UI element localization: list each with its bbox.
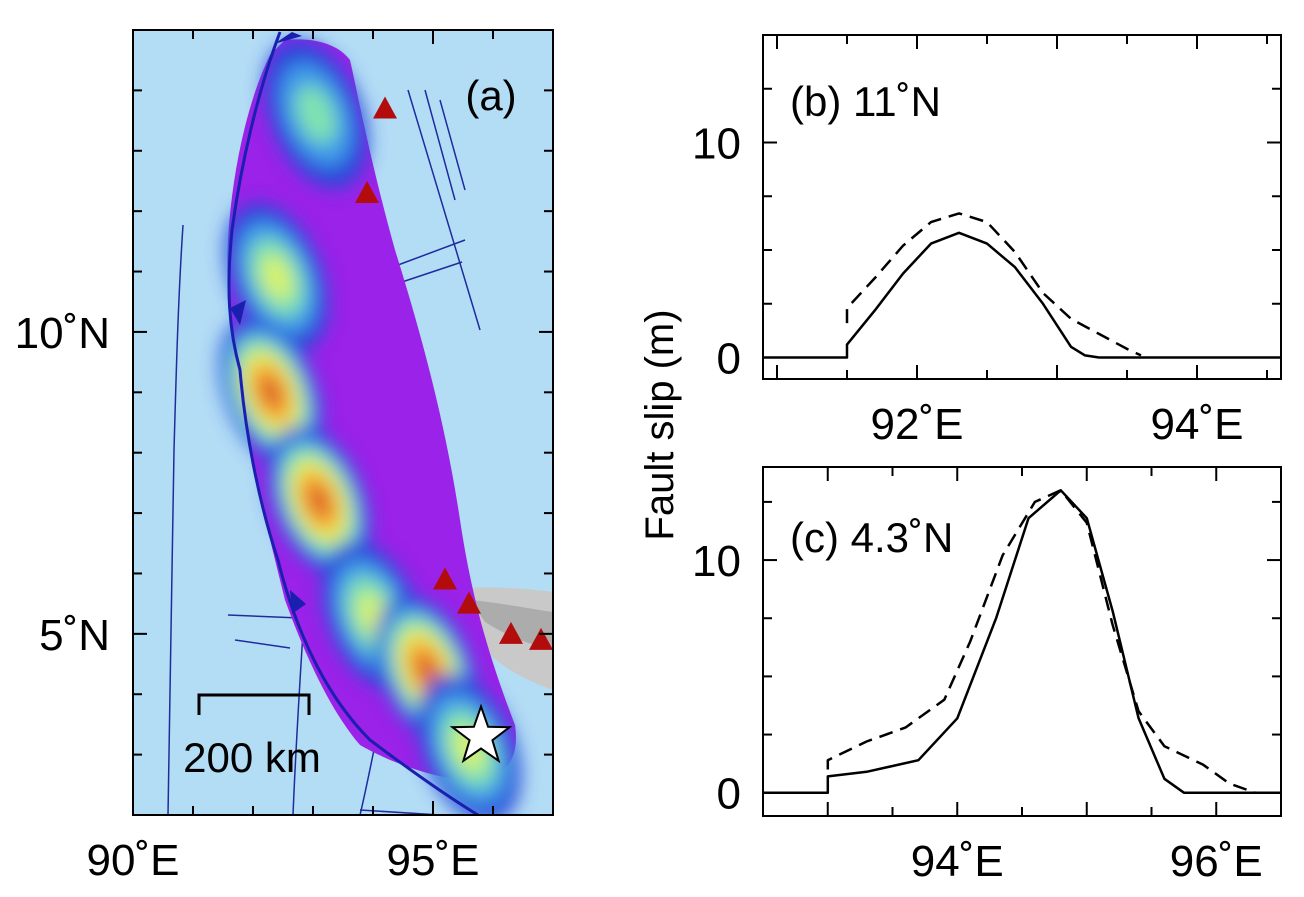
star-icon: [449, 703, 513, 764]
panel-a-ticks: [132, 29, 554, 816]
slip-contour: [417, 656, 437, 684]
y-tick-label: 10˚N: [15, 309, 110, 358]
slip-contour: [309, 487, 329, 515]
slip-contour: [295, 85, 337, 144]
panel-b-chart: (b) 11˚N 92˚E 94˚E 0 10: [692, 34, 1282, 450]
y-tick-label: 0: [717, 335, 741, 384]
station-marker: [499, 621, 523, 644]
fault-line: [401, 261, 463, 283]
trench-marker: [230, 300, 246, 325]
panel-b-tick-labels: 92˚E 94˚E 0 10: [692, 120, 1243, 450]
panel-b-ticks: [763, 34, 1281, 379]
panel-b-series: [763, 212, 1281, 359]
station-marker: [457, 591, 481, 614]
scale-bar: [197, 693, 311, 715]
rupture-area: [227, 39, 516, 782]
panel-b-label: (b) 11˚N: [790, 78, 941, 125]
station-marker: [355, 181, 379, 204]
trench-line: [227, 31, 479, 815]
dashed-slip-line: [826, 489, 1256, 794]
slip-patches: [219, 40, 521, 815]
solid-slip-line: [763, 489, 1281, 794]
station-marker: [433, 567, 457, 590]
y-tick-label: 10: [692, 537, 741, 586]
panel-a-label: (a): [465, 72, 516, 119]
fault-line: [234, 639, 291, 649]
slip-contour: [261, 379, 281, 406]
panel-a-map: 200 km (a) 90˚E 95˚E 5˚N 10˚N: [15, 29, 554, 885]
x-tick-label: 94˚E: [911, 837, 1004, 886]
station-marker: [373, 96, 397, 119]
trench-marker: [274, 32, 302, 44]
fault-line: [167, 224, 184, 815]
fault-line: [407, 89, 481, 331]
x-tick-label: 94˚E: [1151, 400, 1244, 449]
epicenter-star: [449, 703, 513, 764]
panel-c-label: (c) 4.3˚N: [790, 514, 953, 561]
x-tick-label: 95˚E: [387, 836, 480, 885]
stations: [355, 96, 553, 650]
scale-bar-label: 200 km: [183, 734, 321, 781]
fault-line: [424, 89, 456, 201]
y-axis-title: Fault slip (m): [638, 309, 682, 540]
panel-a-tick-labels: 90˚E 95˚E 5˚N 10˚N: [15, 309, 480, 885]
dashed-slip-line: [845, 212, 1142, 357]
fault-line: [439, 99, 466, 191]
y-tick-label: 10: [692, 120, 741, 169]
panel-c-tick-labels: 94˚E 96˚E 0 10: [692, 537, 1263, 886]
panel-a-frame: [132, 29, 554, 816]
station-marker: [529, 627, 553, 650]
x-tick-label: 96˚E: [1170, 837, 1263, 886]
fault-line: [227, 614, 301, 619]
x-tick-label: 92˚E: [871, 400, 964, 449]
trench-marker: [290, 590, 306, 614]
panel-c-chart: (c) 4.3˚N 94˚E 96˚E 0 10: [692, 466, 1282, 886]
x-tick-label: 90˚E: [87, 836, 180, 885]
slip-contour: [261, 255, 293, 301]
solid-slip-line: [763, 231, 1281, 359]
y-tick-label: 5˚N: [39, 611, 110, 660]
panel-b-frame: [762, 34, 1282, 380]
fault-line: [397, 239, 466, 266]
y-tick-label: 0: [717, 770, 741, 819]
panel-c-series: [763, 489, 1281, 794]
